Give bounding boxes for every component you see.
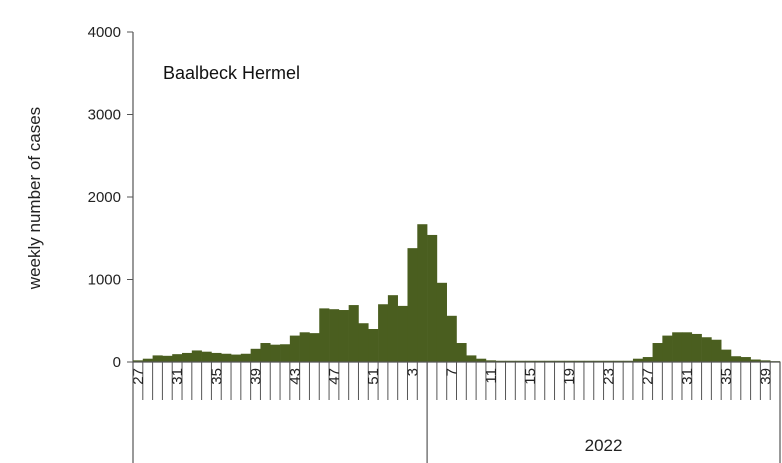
y-axis-title: weekly number of cases — [25, 107, 44, 290]
bar-35 — [721, 349, 732, 363]
bar-23 — [603, 360, 614, 362]
bar-27 — [642, 357, 653, 362]
x-tick-label: 31 — [679, 368, 696, 385]
x-tick-label: 31 — [169, 368, 186, 385]
bar-6 — [436, 282, 447, 362]
y-tick-label: 4000 — [88, 24, 121, 41]
y-tick-label: 0 — [113, 354, 121, 371]
bar-25 — [623, 360, 634, 362]
chart-title: Baalbeck Hermel — [163, 63, 300, 83]
bar-35 — [211, 352, 222, 362]
x-tick-label: 43 — [287, 368, 304, 385]
bar-3 — [407, 248, 418, 362]
bar-10 — [476, 358, 487, 362]
bar-21 — [583, 360, 595, 362]
bar-33 — [701, 337, 712, 362]
x-tick-label: 35 — [718, 368, 735, 385]
y-tick-label: 2000 — [88, 189, 121, 206]
bar-31 — [681, 332, 693, 362]
bar-39 — [760, 360, 771, 362]
x-tick-label: 51 — [365, 368, 382, 385]
bar-32 — [182, 352, 193, 362]
x-tick-label: 47 — [326, 368, 343, 385]
bar-11 — [485, 360, 497, 362]
x-tick-label: 27 — [640, 368, 657, 385]
bar-13 — [505, 360, 516, 362]
x-tick-label: 39 — [757, 368, 774, 385]
bar-43 — [289, 335, 300, 362]
bar-16 — [534, 360, 546, 362]
x-tick-label: 35 — [208, 368, 225, 385]
bar-34 — [201, 351, 212, 362]
x-tick-label: 15 — [522, 368, 539, 385]
bar-51 — [368, 329, 379, 362]
bar-37 — [740, 357, 751, 362]
bar-2 — [397, 305, 408, 362]
bar-33 — [191, 350, 202, 362]
x-tick-label: 11 — [483, 368, 500, 384]
bar-28 — [142, 358, 153, 362]
bar-22 — [593, 360, 604, 362]
plot-area: 0 1000 2000 3000 4000 27 31 35 39 43 47 51 3 7 11 15 19 2… — [88, 24, 781, 463]
bar-7 — [446, 315, 457, 362]
bar-29 — [152, 355, 163, 362]
bar-42 — [280, 344, 291, 362]
bar-46 — [319, 308, 330, 363]
bar-8 — [456, 343, 467, 362]
x-tick-label: 19 — [561, 368, 578, 385]
year-group-label: 2022 — [585, 436, 623, 455]
bar-12 — [495, 360, 506, 362]
bar-50 — [358, 323, 369, 362]
x-tick-label: 7 — [444, 368, 461, 376]
bar-38 — [240, 353, 251, 362]
bar-15 — [525, 360, 536, 362]
bar-17 — [544, 360, 555, 362]
bar-44 — [299, 332, 310, 362]
bar-14 — [515, 360, 526, 362]
bar-1 — [387, 295, 398, 362]
bar-38 — [750, 359, 761, 362]
bar-34 — [711, 339, 722, 362]
bar-32 — [691, 333, 702, 362]
bar-30 — [672, 332, 683, 362]
bar-30 — [162, 355, 173, 362]
bar-18 — [554, 360, 565, 362]
bar-5 — [427, 234, 438, 362]
x-tick-label: 39 — [248, 368, 265, 385]
bar-29 — [662, 335, 673, 362]
bar-24 — [613, 360, 624, 362]
bar-28 — [652, 343, 663, 362]
bar-41 — [270, 344, 281, 362]
bar-52 — [378, 304, 389, 362]
bar-48 — [338, 310, 349, 362]
bar-9 — [466, 355, 477, 362]
y-tick-label: 3000 — [88, 107, 121, 124]
bar-19 — [564, 360, 575, 362]
bar-31 — [172, 354, 183, 362]
x-tick-label: 27 — [130, 368, 147, 385]
bar-27 — [133, 360, 144, 362]
bar-37 — [231, 354, 242, 362]
bar-39 — [250, 348, 261, 362]
bar-49 — [348, 305, 359, 362]
bar-26 — [632, 358, 644, 362]
y-tick-label: 1000 — [88, 272, 121, 289]
bar-45 — [309, 333, 320, 363]
bar-36 — [730, 356, 742, 362]
bar-36 — [221, 353, 232, 362]
bar-47 — [329, 309, 340, 362]
bar-40 — [260, 343, 271, 362]
bar-20 — [574, 360, 585, 362]
x-tick-label: 3 — [404, 368, 421, 376]
x-tick-label: 23 — [600, 368, 617, 385]
bar-4 — [417, 224, 428, 362]
